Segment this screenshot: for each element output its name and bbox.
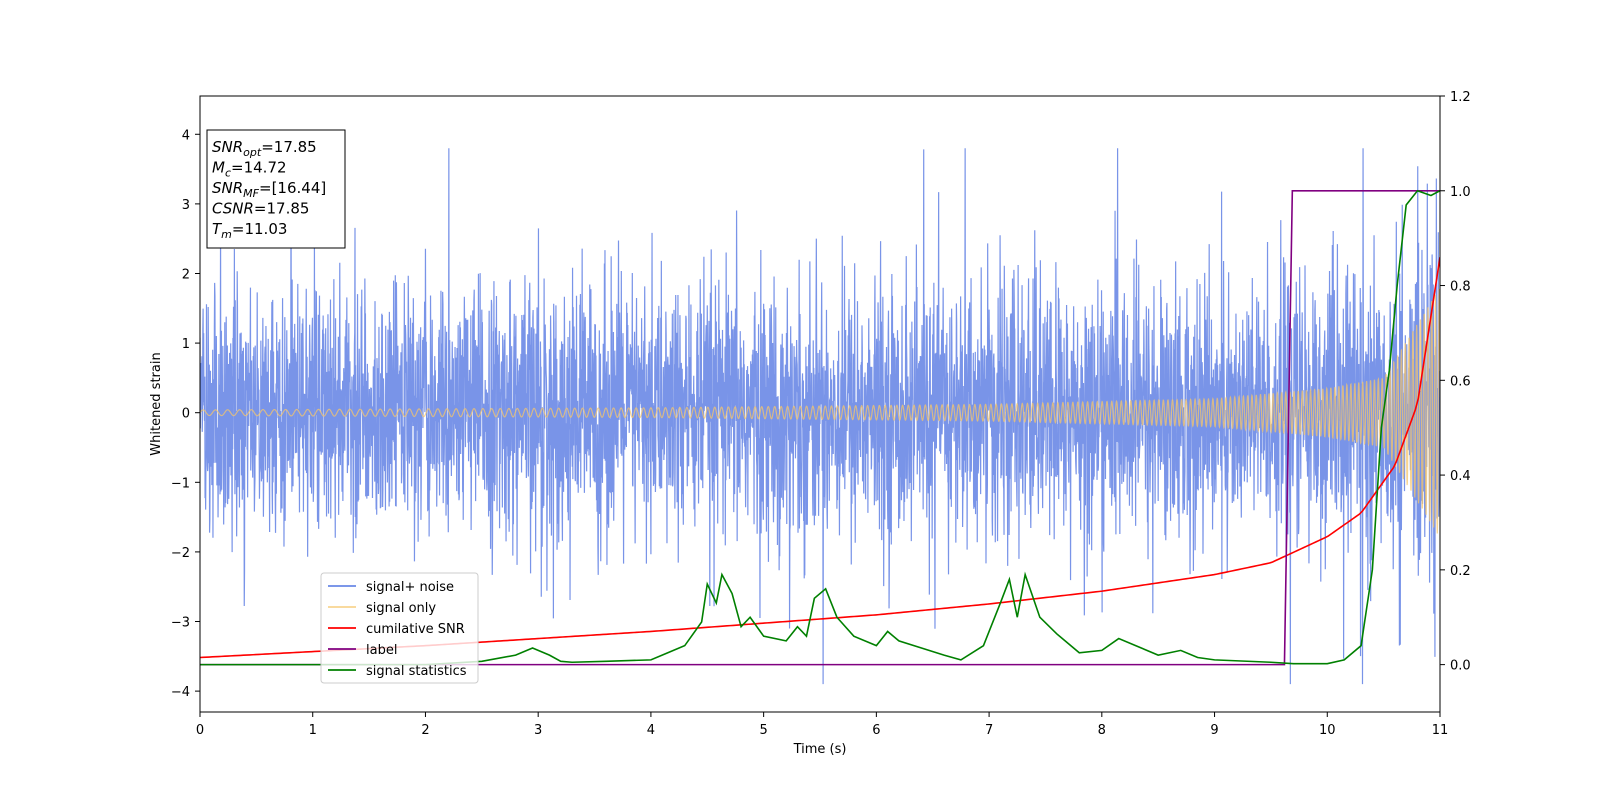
x-tick-label: 8 <box>1098 723 1106 738</box>
legend-entry: signal only <box>366 601 436 616</box>
y-tick-label: −3 <box>171 616 190 631</box>
axes: 0 1 2 3 4 5 6 7 8 9 10 11 −4 −3 −2 −1 0 1 2 3 4 0.0 0.2 0.4 0.6 0… <box>171 90 1471 738</box>
x-tick-label: 2 <box>421 723 429 738</box>
legend: signal+ noise signal only cumilative SNR la… <box>320 572 479 684</box>
y2-tick-label: 0.0 <box>1450 659 1471 674</box>
annotation-line: SNRopt=17.85 <box>212 138 317 159</box>
series-signal-statistics <box>200 189 1440 666</box>
y-tick-label: −4 <box>171 685 190 700</box>
legend-entry: cumilative SNR <box>366 622 465 637</box>
series-signal-only <box>200 288 1440 534</box>
x-tick-label: 0 <box>196 723 204 738</box>
y-tick-label: −2 <box>171 546 190 561</box>
annotation-line: Tm=11.03 <box>212 220 287 241</box>
legend-entry: signal+ noise <box>366 580 454 595</box>
annotation-line: SNRMF=[16.44] <box>212 179 326 200</box>
x-tick-label: 11 <box>1432 723 1449 738</box>
y2-tick-label: 0.4 <box>1450 469 1471 484</box>
legend-entry: label <box>366 643 397 658</box>
annotation-line: Mc=14.72 <box>212 159 287 180</box>
x-axis-title: Time (s) <box>793 742 847 757</box>
y-tick-label: 1 <box>182 337 190 352</box>
annotation-line: CSNR=17.85 <box>212 200 309 218</box>
legend-frame <box>320 572 479 684</box>
y2-tick-label: 1.0 <box>1450 185 1471 200</box>
y-tick-label: 4 <box>182 128 190 143</box>
annotation-frame <box>206 129 346 249</box>
y-tick-label: −1 <box>171 476 190 491</box>
annotation-box: SNRopt=17.85Mc=14.72SNRMF=[16.44]CSNR=17… <box>206 129 346 249</box>
x-tick-label: 1 <box>309 723 317 738</box>
y2-tick-label: 1.2 <box>1450 90 1471 105</box>
y2-tick-label: 0.8 <box>1450 280 1471 295</box>
x-tick-label: 6 <box>872 723 880 738</box>
x-tick-label: 3 <box>534 723 542 738</box>
x-tick-label: 10 <box>1319 723 1336 738</box>
x-tick-label: 7 <box>985 723 993 738</box>
x-tick-label: 5 <box>759 723 767 738</box>
plot-frame <box>199 95 1441 713</box>
x-tick-label: 4 <box>647 723 655 738</box>
y-axis-title: Whitened strain <box>149 352 164 455</box>
y-tick-label: 3 <box>182 198 190 213</box>
y-tick-label: 2 <box>182 267 190 282</box>
x-tick-label: 9 <box>1210 723 1218 738</box>
y2-tick-label: 0.6 <box>1450 374 1471 389</box>
y2-tick-label: 0.2 <box>1450 564 1471 579</box>
series-label <box>200 189 1440 666</box>
y-tick-label: 0 <box>182 407 190 422</box>
legend-entry: signal statistics <box>366 664 467 679</box>
